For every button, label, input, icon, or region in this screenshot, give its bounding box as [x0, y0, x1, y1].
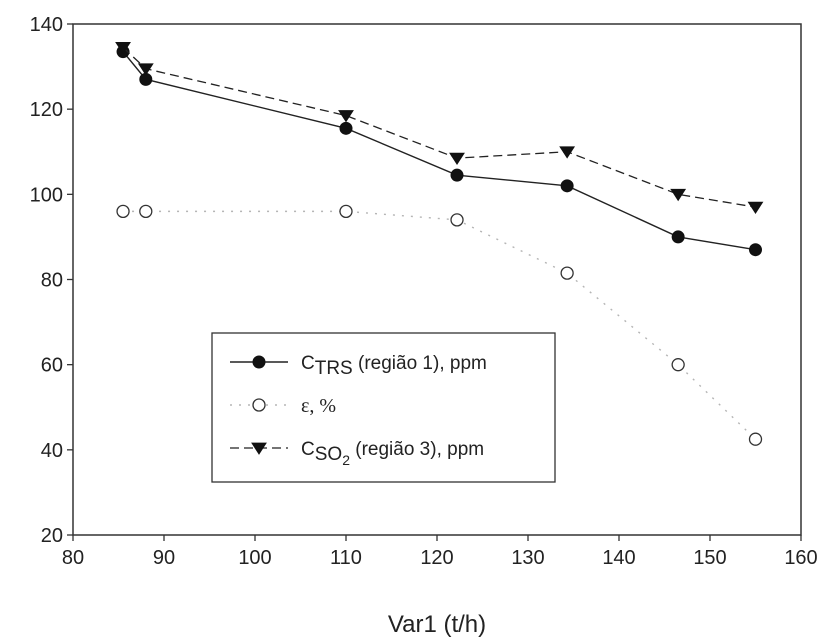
data-point	[450, 168, 464, 182]
data-point	[137, 63, 154, 76]
x-tick-label: 100	[238, 547, 271, 569]
x-tick-label: 140	[602, 547, 635, 569]
x-tick-label: 90	[153, 547, 175, 569]
y-tick-label: 100	[30, 184, 63, 206]
series-0	[116, 45, 762, 257]
data-point	[671, 358, 685, 372]
legend-label: ε, %	[301, 395, 336, 417]
data-point	[449, 152, 465, 166]
x-tick-label: 80	[62, 547, 84, 569]
x-tick-label: 150	[693, 547, 726, 569]
data-point	[116, 204, 130, 219]
data-point	[560, 179, 574, 193]
data-point	[339, 204, 353, 219]
y-tick-label: 120	[30, 99, 63, 121]
legend-item-0: CTRS (região 1), ppm	[230, 353, 487, 379]
data-point	[560, 266, 574, 280]
legend-box	[211, 332, 556, 483]
data-point	[115, 42, 131, 55]
x-tick-label: 110	[330, 547, 362, 569]
legend-item-2: CSO2 (região 3), ppm	[230, 439, 484, 468]
x-axis-title: Var1 (t/h)	[388, 611, 486, 638]
legend-label: CSO2 (região 3), ppm	[301, 439, 484, 468]
y-tick-label: 140	[30, 14, 63, 36]
y-axis: 20 40 60 80 100 120 140	[30, 14, 73, 547]
y-tick-label: 60	[41, 355, 63, 377]
series-2	[115, 42, 764, 214]
data-point	[671, 230, 685, 244]
legend-item-1: ε, %	[230, 395, 336, 417]
x-axis: 80 90 100 110 120 130 140 150 160	[62, 535, 818, 569]
data-point	[338, 110, 354, 123]
x-tick-label: 130	[511, 547, 544, 569]
data-point	[747, 201, 764, 214]
legend-marker	[252, 355, 266, 369]
data-point	[559, 146, 576, 159]
legend-marker	[251, 442, 267, 455]
data-point	[670, 188, 687, 202]
y-tick-label: 20	[41, 525, 63, 547]
x-tick-label: 160	[784, 547, 817, 569]
x-tick-label: 120	[420, 547, 453, 569]
series-layer	[115, 42, 764, 446]
series-1	[116, 204, 763, 446]
data-point	[339, 121, 353, 135]
legend-entries: CTRS (região 1), ppm ε, % CSO2 (região 3),…	[230, 353, 487, 468]
data-point	[450, 213, 464, 227]
legend: CTRS (região 1), ppm ε, % CSO2 (região 3),…	[211, 332, 556, 483]
y-tick-label: 40	[41, 440, 63, 462]
legend-label: CTRS (região 1), ppm	[301, 353, 487, 379]
data-point	[748, 432, 763, 446]
y-tick-label: 80	[41, 270, 63, 292]
legend-marker	[252, 398, 266, 412]
series-line	[122, 46, 756, 208]
data-point	[139, 204, 153, 219]
data-point	[749, 243, 762, 257]
